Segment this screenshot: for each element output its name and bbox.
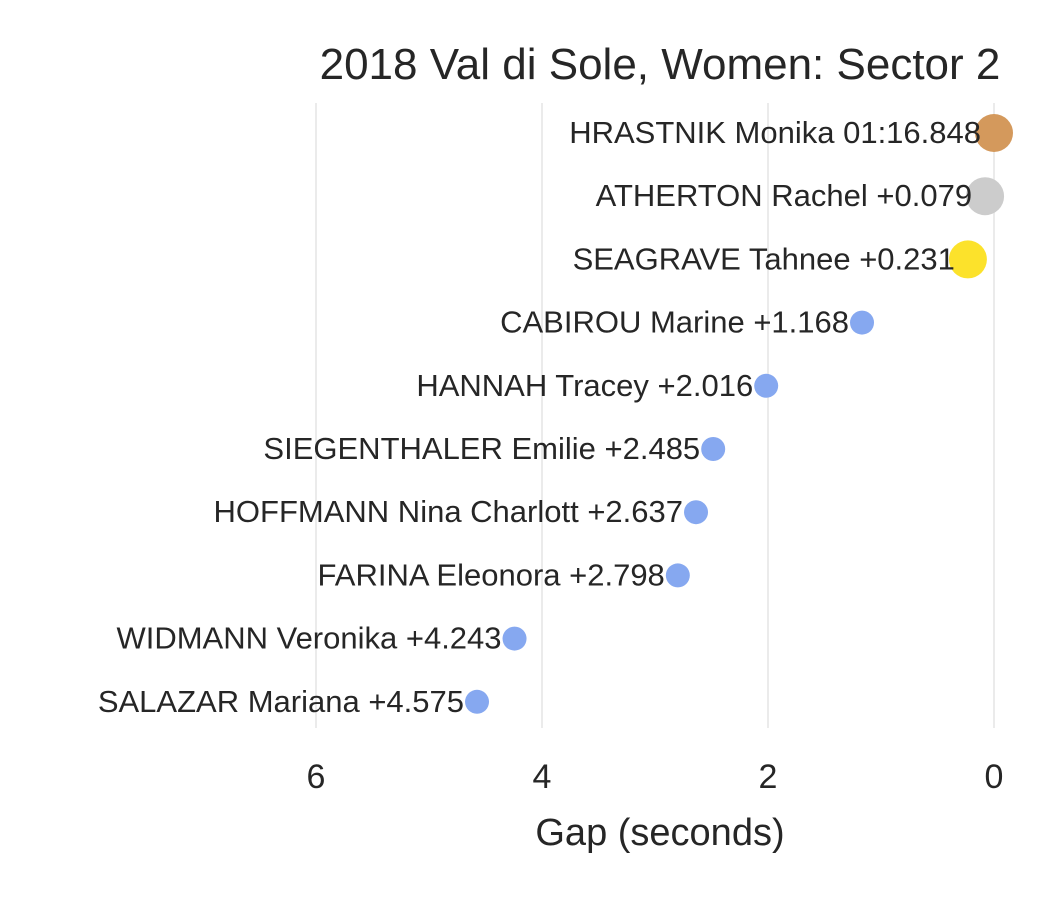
- point-label: FARINA Eleonora +2.798: [318, 557, 665, 592]
- point-label: WIDMANN Veronika +4.243: [116, 621, 501, 656]
- data-point-other: [465, 689, 490, 714]
- point-label: HOFFMANN Nina Charlott +2.637: [214, 494, 683, 529]
- data-points: HRASTNIK Monika 01:16.848 ATHERTON Rachel…: [98, 114, 1013, 719]
- point-label: HRASTNIK Monika 01:16.848: [569, 115, 981, 150]
- data-point-other: [684, 500, 709, 525]
- data-point-gold: [948, 240, 987, 279]
- data-point-bronze: [975, 114, 1013, 152]
- x-tick-label: 2: [759, 758, 778, 796]
- data-point-other: [850, 310, 875, 335]
- data-point-other: [754, 373, 779, 398]
- data-point-other: [665, 563, 690, 588]
- chart-title: 2018 Val di Sole, Women: Sector 2: [320, 40, 1001, 89]
- data-point-other: [701, 437, 726, 461]
- x-tick-label: 6: [307, 758, 326, 796]
- x-tick-label: 0: [985, 758, 1004, 796]
- point-label: SEAGRAVE Tahnee +0.231: [573, 241, 955, 276]
- x-axis-label: Gap (seconds): [535, 812, 784, 854]
- point-label: ATHERTON Rachel +0.079: [596, 178, 972, 213]
- x-tick-labels: 6 4 2 0: [307, 758, 1004, 796]
- data-point-other: [502, 626, 527, 651]
- point-label: SALAZAR Mariana +4.575: [98, 684, 464, 719]
- x-tick-label: 4: [533, 758, 552, 796]
- point-label: HANNAH Tracey +2.016: [416, 368, 753, 403]
- point-label: SIEGENTHALER Emilie +2.485: [263, 431, 700, 466]
- point-label: CABIROU Marine +1.168: [500, 305, 849, 340]
- data-point-silver: [966, 177, 1005, 216]
